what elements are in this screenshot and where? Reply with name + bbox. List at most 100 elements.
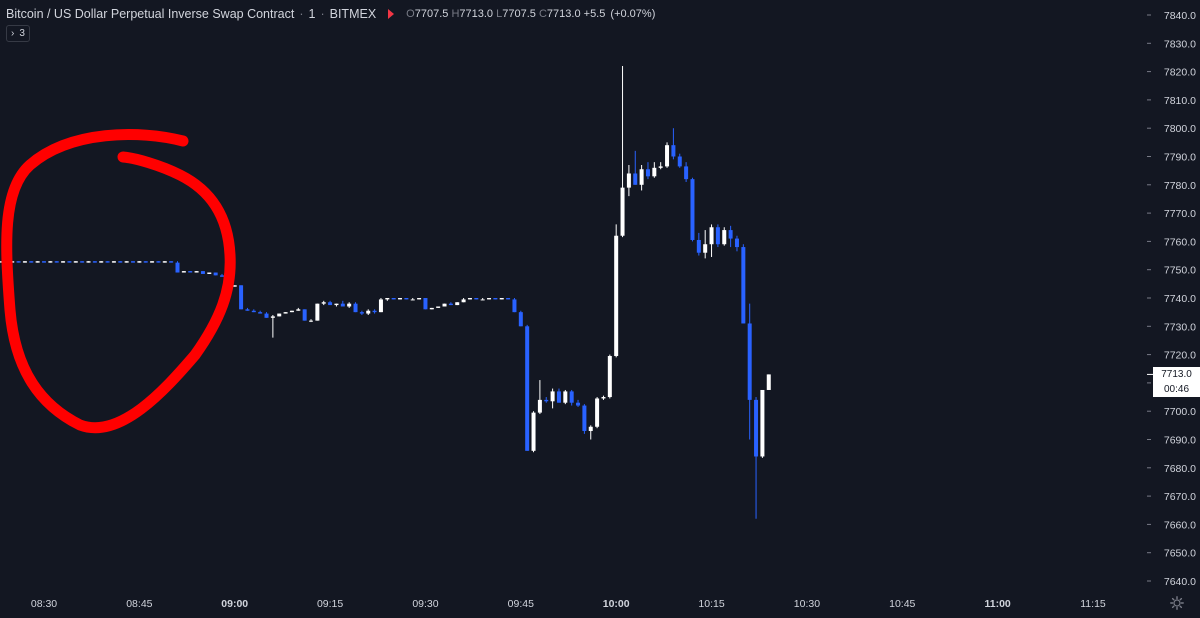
candle-body — [493, 298, 498, 300]
candle — [645, 162, 650, 180]
candle-body — [512, 299, 517, 313]
open-value: 7707.5 — [414, 8, 449, 20]
candle — [150, 261, 155, 263]
candle-body — [73, 261, 78, 263]
candle — [620, 65, 625, 238]
candle — [118, 261, 123, 263]
candle-body — [353, 303, 358, 313]
close-value: 7713.0 — [546, 8, 581, 20]
candle-body — [677, 156, 682, 167]
candle-body — [232, 285, 237, 287]
candle — [321, 300, 326, 306]
candle — [766, 374, 771, 390]
candle — [658, 162, 663, 170]
candle-body — [760, 389, 765, 457]
price-tick-label: 7720.0 — [1164, 350, 1196, 362]
candle — [264, 312, 269, 318]
candle-body — [105, 261, 110, 263]
candle — [499, 298, 504, 300]
candle-body — [328, 302, 333, 306]
candle — [169, 261, 174, 263]
candle — [467, 298, 472, 300]
time-tick-label: 10:15 — [698, 598, 724, 610]
candle — [99, 261, 104, 263]
candle — [67, 261, 72, 263]
candle-body — [302, 309, 307, 321]
candle-body — [283, 312, 288, 314]
candle-body — [131, 261, 136, 263]
candle-body — [264, 313, 269, 318]
candle — [582, 404, 587, 434]
candle — [754, 397, 759, 519]
candle — [245, 307, 250, 311]
high-label: H — [451, 8, 460, 20]
candle-body — [665, 145, 670, 167]
candle — [105, 261, 110, 263]
candle-body — [601, 397, 606, 399]
time-tick-label: 11:00 — [984, 598, 1010, 610]
candle-body — [607, 356, 612, 398]
candle — [410, 298, 415, 301]
candle-body — [531, 412, 536, 451]
candle — [181, 271, 186, 273]
candle-body — [391, 298, 396, 300]
candle-body — [703, 244, 708, 253]
time-tick-label: 09:30 — [412, 598, 438, 610]
indicators-toggle-button[interactable]: › 3 — [6, 25, 30, 42]
candle — [709, 224, 714, 257]
candle — [200, 271, 205, 274]
time-tick-label: 10:45 — [889, 598, 915, 610]
candle — [92, 261, 97, 263]
candle — [423, 298, 428, 310]
close-label: C — [538, 8, 547, 20]
price-tick-label: 7830.0 — [1164, 38, 1196, 50]
candle — [518, 310, 523, 327]
candle-body — [251, 310, 256, 313]
price-tick-label: 7760.0 — [1164, 236, 1196, 248]
candle-body — [118, 261, 123, 263]
candle — [760, 389, 765, 458]
time-axis-labels: 08:30 08:45 09:00 09:15 09:30 09:45 10:00 10:15… — [31, 598, 1106, 610]
symbol-title[interactable]: Bitcoin / US Dollar Perpetual Inverse Sw… — [6, 7, 295, 21]
red-freehand-circle-annotation — [1, 129, 236, 434]
price-tick-label: 7800.0 — [1164, 123, 1196, 135]
candle-body — [455, 302, 460, 306]
candle-body — [645, 169, 650, 177]
open-label: O — [406, 8, 415, 20]
candle — [493, 298, 498, 300]
candle-body — [626, 173, 631, 188]
candle-body — [162, 261, 167, 263]
candle — [239, 285, 244, 310]
gear-icon[interactable] — [1170, 596, 1184, 610]
candle — [309, 319, 314, 323]
candle — [334, 303, 339, 307]
chevron-right-icon: › — [11, 28, 15, 39]
candle-body — [448, 303, 453, 306]
candle — [404, 298, 409, 300]
candle — [531, 411, 536, 453]
candle-body — [137, 261, 142, 263]
candle — [537, 380, 542, 415]
candle — [715, 224, 720, 248]
last-price-value: 7713.0 — [1161, 368, 1192, 380]
candle — [480, 298, 485, 301]
candle-body — [220, 275, 225, 277]
candle-body — [518, 312, 523, 327]
candle-body — [715, 227, 720, 245]
flag-icon[interactable] — [388, 9, 395, 19]
candle-body — [487, 298, 492, 300]
candle-body — [550, 391, 555, 402]
candle-body — [334, 303, 339, 306]
candle-body — [506, 298, 511, 300]
interval-label[interactable]: 1 — [308, 7, 316, 21]
candle-body — [296, 309, 301, 311]
candle — [512, 298, 517, 313]
price-tick-label: 7650.0 — [1164, 548, 1196, 560]
change-value: +5.5 — [583, 8, 606, 20]
candle — [80, 261, 85, 263]
candle-body — [633, 173, 638, 185]
candle-body — [410, 299, 415, 301]
